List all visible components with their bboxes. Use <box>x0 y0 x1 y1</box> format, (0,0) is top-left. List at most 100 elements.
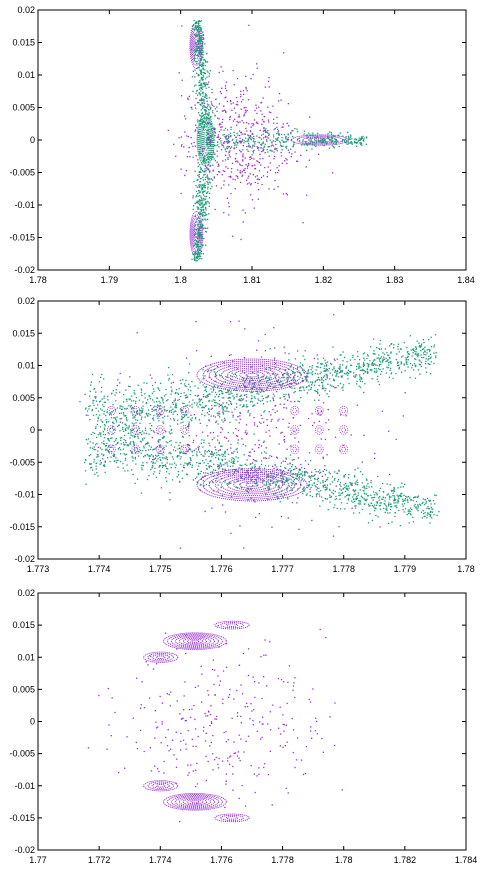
data-point <box>337 376 339 378</box>
data-point <box>239 404 241 406</box>
y-tick-label: 0.02 <box>17 5 35 15</box>
data-point <box>310 138 312 140</box>
data-point <box>244 463 246 465</box>
data-point <box>219 389 221 392</box>
data-point <box>226 406 228 409</box>
data-point <box>252 386 254 388</box>
orbit-ring <box>163 793 227 811</box>
data-point <box>161 397 163 399</box>
data-point <box>316 489 318 491</box>
data-point <box>251 199 254 201</box>
data-point <box>227 397 229 399</box>
data-point <box>260 445 263 447</box>
data-point <box>290 445 292 447</box>
data-point <box>406 496 408 498</box>
data-point <box>119 405 121 407</box>
data-point <box>338 145 340 148</box>
data-point <box>311 384 313 386</box>
data-point <box>209 432 212 434</box>
data-point <box>234 470 237 472</box>
data-point <box>199 84 201 87</box>
data-point <box>118 412 121 415</box>
data-point <box>222 70 224 72</box>
data-point <box>191 403 193 405</box>
data-point <box>298 371 300 374</box>
data-point <box>423 503 426 506</box>
data-point <box>204 157 206 160</box>
data-point <box>216 174 218 176</box>
data-point <box>390 503 392 505</box>
data-point <box>245 400 247 402</box>
orbit-ring <box>167 633 223 649</box>
data-point <box>230 532 232 534</box>
data-point <box>85 483 87 485</box>
data-point <box>183 413 185 416</box>
data-point <box>268 483 270 486</box>
data-point <box>224 405 227 407</box>
data-point <box>246 130 248 132</box>
data-point <box>302 379 304 382</box>
orbit-ring <box>341 446 347 452</box>
data-point <box>412 352 414 354</box>
data-point <box>311 519 313 522</box>
data-point <box>133 435 136 437</box>
data-point <box>188 401 191 403</box>
data-point <box>345 141 347 144</box>
data-point <box>408 509 410 511</box>
data-point <box>208 481 211 483</box>
data-point <box>311 141 313 143</box>
data-point <box>194 240 196 242</box>
data-point <box>287 479 289 482</box>
data-point <box>233 134 236 136</box>
data-point <box>200 196 202 198</box>
data-point <box>243 169 245 172</box>
data-point <box>236 368 239 370</box>
data-point <box>191 466 193 468</box>
data-point <box>251 137 253 139</box>
data-point <box>203 51 205 53</box>
data-point <box>195 252 197 254</box>
data-point <box>435 494 437 497</box>
data-point <box>180 168 182 170</box>
data-point <box>249 146 251 148</box>
data-point <box>246 396 248 398</box>
data-point <box>217 472 219 474</box>
data-point <box>217 450 220 452</box>
data-point <box>403 364 405 366</box>
data-point <box>307 484 309 487</box>
data-point <box>242 383 245 385</box>
data-point <box>381 370 383 373</box>
data-point <box>362 139 364 141</box>
data-point <box>201 76 203 79</box>
data-point <box>246 90 248 92</box>
data-point <box>371 497 373 499</box>
data-point <box>203 211 206 213</box>
x-tick-label: 1.777 <box>271 564 294 574</box>
data-point <box>227 440 229 442</box>
data-point <box>198 131 200 133</box>
data-point <box>399 495 402 498</box>
data-point <box>258 384 260 386</box>
data-point <box>353 372 355 374</box>
data-point <box>263 421 265 423</box>
data-point <box>144 427 147 429</box>
data-point <box>131 452 133 454</box>
data-point <box>294 379 297 381</box>
data-point <box>417 505 419 507</box>
data-point <box>231 411 233 413</box>
data-point <box>422 510 424 512</box>
data-point <box>328 137 330 139</box>
data-point <box>201 49 204 52</box>
data-point <box>279 142 282 144</box>
data-point <box>407 510 409 512</box>
data-point <box>302 365 304 367</box>
data-point <box>202 156 204 158</box>
data-point <box>245 474 247 476</box>
data-point <box>203 407 205 409</box>
data-point <box>141 469 143 471</box>
data-point <box>338 470 340 472</box>
data-point <box>232 462 234 464</box>
data-point <box>162 466 164 468</box>
data-point <box>181 409 183 411</box>
data-point <box>288 397 290 399</box>
